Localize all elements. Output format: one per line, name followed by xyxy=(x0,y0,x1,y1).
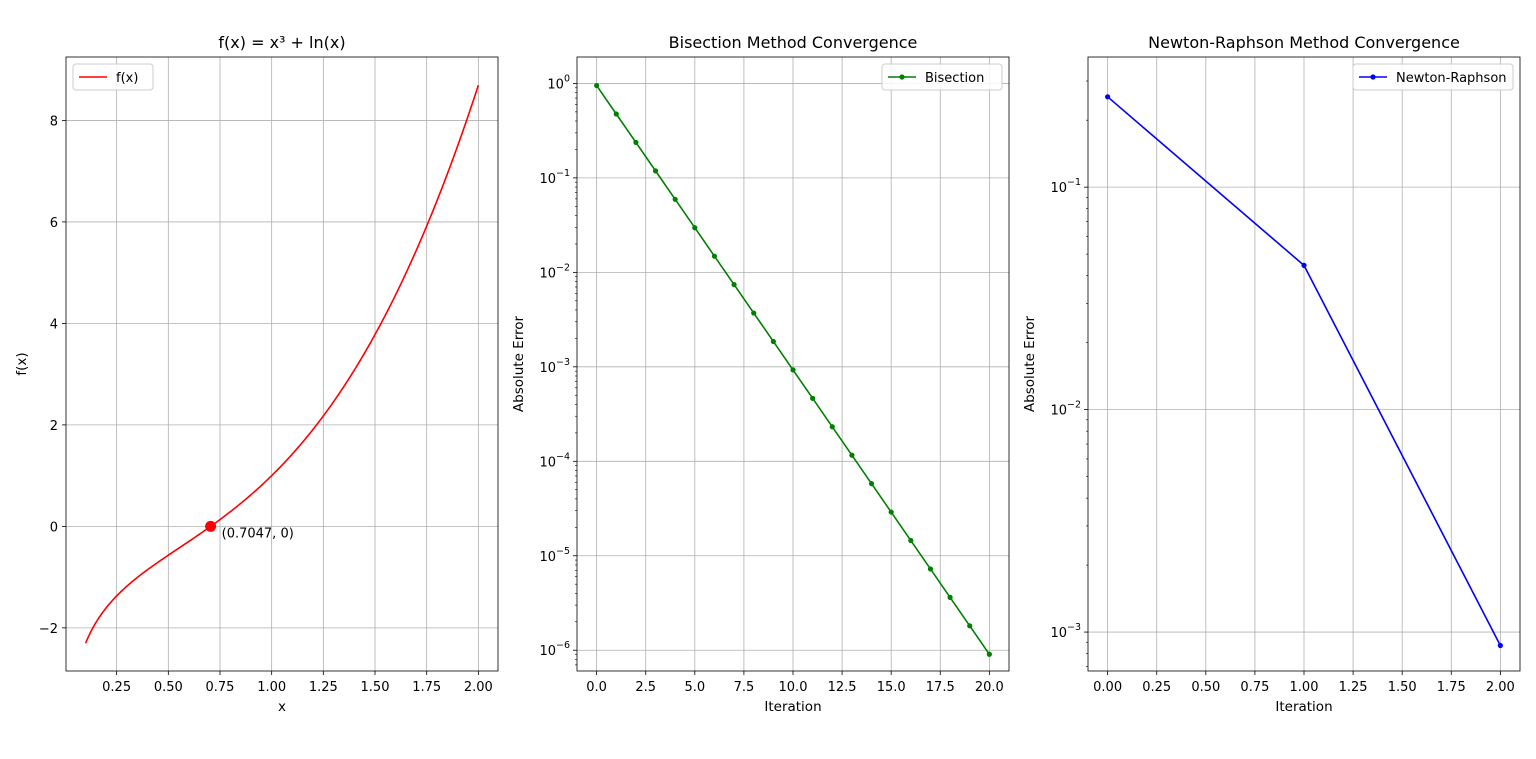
x-tick-label: 0.75 xyxy=(1240,680,1269,695)
data-point xyxy=(731,282,737,288)
legend: f(x) xyxy=(72,63,154,91)
data-point xyxy=(986,651,992,657)
x-tick-label: 0.25 xyxy=(102,680,131,695)
data-point xyxy=(829,424,835,430)
x-tick-label: 0.0 xyxy=(586,680,607,695)
data-point xyxy=(711,253,718,259)
x-tick-label: 1.25 xyxy=(1339,680,1368,695)
legend-box xyxy=(881,63,1003,91)
y-tick-label: 8 xyxy=(50,114,58,129)
data-point xyxy=(967,623,973,629)
y-axis-label: Absolute Error xyxy=(511,315,527,412)
x-tick-label: 1.25 xyxy=(309,680,338,695)
x-tick-label: 1.00 xyxy=(257,680,286,695)
x-tick-label: 0.00 xyxy=(1093,680,1122,695)
newton-plot: 0.00 0.25 0.50 0.75 1.00 1.25 1.50 1.75 2.00 10−1… xyxy=(1022,33,1521,715)
legend-marker xyxy=(1370,74,1376,80)
x-tick-label: 10.0 xyxy=(779,680,808,695)
y-tick-label: 10−6 xyxy=(539,640,570,659)
data-point xyxy=(868,481,875,487)
x-tick-label: 1.00 xyxy=(1290,680,1319,695)
x-tick-label: 2.5 xyxy=(635,680,656,695)
grid xyxy=(577,57,1009,671)
x-axis-label: Iteration xyxy=(1275,699,1332,715)
y-tick-label: 2 xyxy=(50,419,58,434)
root-marker xyxy=(205,520,217,532)
legend: Bisection xyxy=(881,63,1003,91)
data-point xyxy=(594,82,600,89)
grid xyxy=(66,57,498,671)
x-tick-label: 7.5 xyxy=(734,680,755,695)
y-tick-label: −2 xyxy=(39,622,58,637)
data-point xyxy=(1105,94,1111,100)
x-tick-label: 12.5 xyxy=(828,680,857,695)
axes-frame xyxy=(1087,56,1521,672)
x-tick-label: 0.50 xyxy=(1191,680,1220,695)
legend-label: f(x) xyxy=(116,71,138,86)
y-tick-label: 4 xyxy=(50,317,58,332)
data-point xyxy=(849,452,855,458)
y-tick-label: 10−1 xyxy=(539,168,570,187)
data-point xyxy=(790,367,796,373)
y-axis-label: f(x) xyxy=(14,352,30,375)
data-point xyxy=(652,168,659,174)
legend-box xyxy=(1352,63,1514,91)
y-axis-label: Absolute Error xyxy=(1022,315,1038,412)
y-tick-label: 10−2 xyxy=(539,262,570,281)
x-tick-label: 5.0 xyxy=(684,680,705,695)
chart-title: f(x) = x³ + ln(x) xyxy=(218,33,345,52)
legend: Newton-Raphson xyxy=(1352,63,1514,91)
data-point xyxy=(751,310,757,316)
x-axis-label: x xyxy=(278,699,286,715)
data-point xyxy=(770,338,776,345)
data-point xyxy=(1497,642,1503,649)
x-tick-label: 1.75 xyxy=(1437,680,1466,695)
legend-label: Newton-Raphson xyxy=(1396,71,1507,86)
grid xyxy=(1088,57,1520,671)
y-tick-label: 10−3 xyxy=(539,357,570,376)
x-tick-label: 0.50 xyxy=(154,680,183,695)
data-point xyxy=(888,509,894,515)
chart-title: Bisection Method Convergence xyxy=(669,33,918,52)
y-tick-label: 6 xyxy=(50,216,58,231)
data-point xyxy=(692,225,698,231)
x-tick-label: 2.00 xyxy=(1486,680,1515,695)
x-tick-label: 1.75 xyxy=(412,680,441,695)
data-point xyxy=(1301,262,1307,268)
root-annotation: (0.7047, 0) xyxy=(222,526,294,541)
y-tick-label: 100 xyxy=(547,73,570,92)
x-tick-label: 17.5 xyxy=(926,680,955,695)
data-point xyxy=(672,196,678,202)
x-tick-label: 1.50 xyxy=(361,680,390,695)
axes-frame xyxy=(576,56,1010,672)
legend-box xyxy=(72,63,154,91)
data-point xyxy=(810,395,816,401)
x-axis-label: Iteration xyxy=(764,699,821,715)
data-point xyxy=(613,111,619,117)
legend-marker xyxy=(899,74,905,80)
y-tick-label: 10−3 xyxy=(1050,622,1081,641)
data-point xyxy=(927,566,934,572)
axes-frame xyxy=(65,56,499,672)
chart-title: Newton-Raphson Method Convergence xyxy=(1148,33,1460,52)
x-tick-label: 2.00 xyxy=(464,680,493,695)
data-point xyxy=(908,537,914,544)
y-tick-label: 0 xyxy=(50,520,58,535)
y-tick-label: 10−2 xyxy=(1050,400,1081,419)
series-line-fx xyxy=(84,85,480,644)
data-point xyxy=(633,139,639,146)
x-tick-label: 1.50 xyxy=(1388,680,1417,695)
bisection-plot: 0.0 2.5 5.0 7.5 10.0 12.5 15.0 17.5 20.0 100 10−1 1… xyxy=(511,33,1010,715)
x-tick-label: 0.25 xyxy=(1142,680,1171,695)
data-point xyxy=(947,594,953,600)
x-tick-label: 15.0 xyxy=(877,680,906,695)
function-plot: 0.25 0.50 0.75 1.00 1.25 1.50 1.75 2.00 −2 0 2 4 6 8 (… xyxy=(14,33,499,715)
x-tick-label: 20.0 xyxy=(975,680,1004,695)
legend-label: Bisection xyxy=(925,71,984,86)
x-tick-label: 0.75 xyxy=(206,680,235,695)
y-tick-label: 10−5 xyxy=(539,546,570,565)
y-tick-label: 10−1 xyxy=(1050,177,1081,196)
y-tick-label: 10−4 xyxy=(539,451,570,470)
